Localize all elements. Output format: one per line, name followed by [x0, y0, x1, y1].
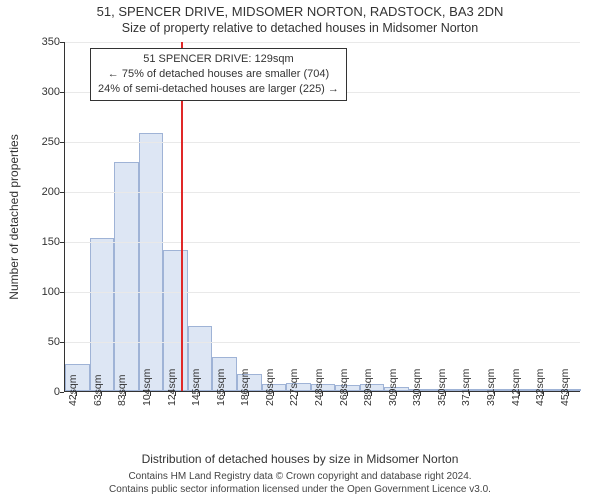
- ytick-label: 100: [20, 286, 60, 298]
- x-axis-label: Distribution of detached houses by size …: [0, 452, 600, 466]
- ytick-mark: [60, 42, 64, 43]
- histogram-bar: [114, 162, 139, 391]
- gridline: [65, 242, 580, 243]
- chart-title: 51, SPENCER DRIVE, MIDSOMER NORTON, RADS…: [0, 4, 600, 19]
- ytick-label: 0: [20, 386, 60, 398]
- histogram-bar: [139, 133, 164, 391]
- chart-container: 51, SPENCER DRIVE, MIDSOMER NORTON, RADS…: [0, 0, 600, 500]
- ytick-label: 300: [20, 86, 60, 98]
- footnote-line2: Contains public sector information licen…: [109, 484, 491, 495]
- chart-subtitle: Size of property relative to detached ho…: [0, 21, 600, 35]
- ytick-mark: [60, 342, 64, 343]
- ytick-label: 250: [20, 136, 60, 148]
- ytick-mark: [60, 92, 64, 93]
- ytick-mark: [60, 142, 64, 143]
- gridline: [65, 142, 580, 143]
- ytick-mark: [60, 392, 64, 393]
- annotation-line3: 24% of semi-detached houses are larger (…: [98, 82, 339, 97]
- ytick-label: 50: [20, 336, 60, 348]
- gridline: [65, 192, 580, 193]
- annotation-line2: ← 75% of detached houses are smaller (70…: [98, 67, 339, 82]
- ytick-mark: [60, 192, 64, 193]
- footnote: Contains HM Land Registry data © Crown c…: [0, 471, 600, 496]
- footnote-line1: Contains HM Land Registry data © Crown c…: [128, 471, 471, 482]
- annotation-box: 51 SPENCER DRIVE: 129sqm ← 75% of detach…: [90, 48, 347, 101]
- ytick-label: 150: [20, 236, 60, 248]
- ytick-mark: [60, 242, 64, 243]
- ytick-label: 200: [20, 186, 60, 198]
- gridline: [65, 42, 580, 43]
- histogram-bar: [90, 238, 115, 391]
- annotation-line1: 51 SPENCER DRIVE: 129sqm: [98, 52, 339, 67]
- ytick-label: 350: [20, 36, 60, 48]
- ytick-mark: [60, 292, 64, 293]
- y-axis-label: Number of detached properties: [7, 134, 21, 299]
- gridline: [65, 342, 580, 343]
- gridline: [65, 292, 580, 293]
